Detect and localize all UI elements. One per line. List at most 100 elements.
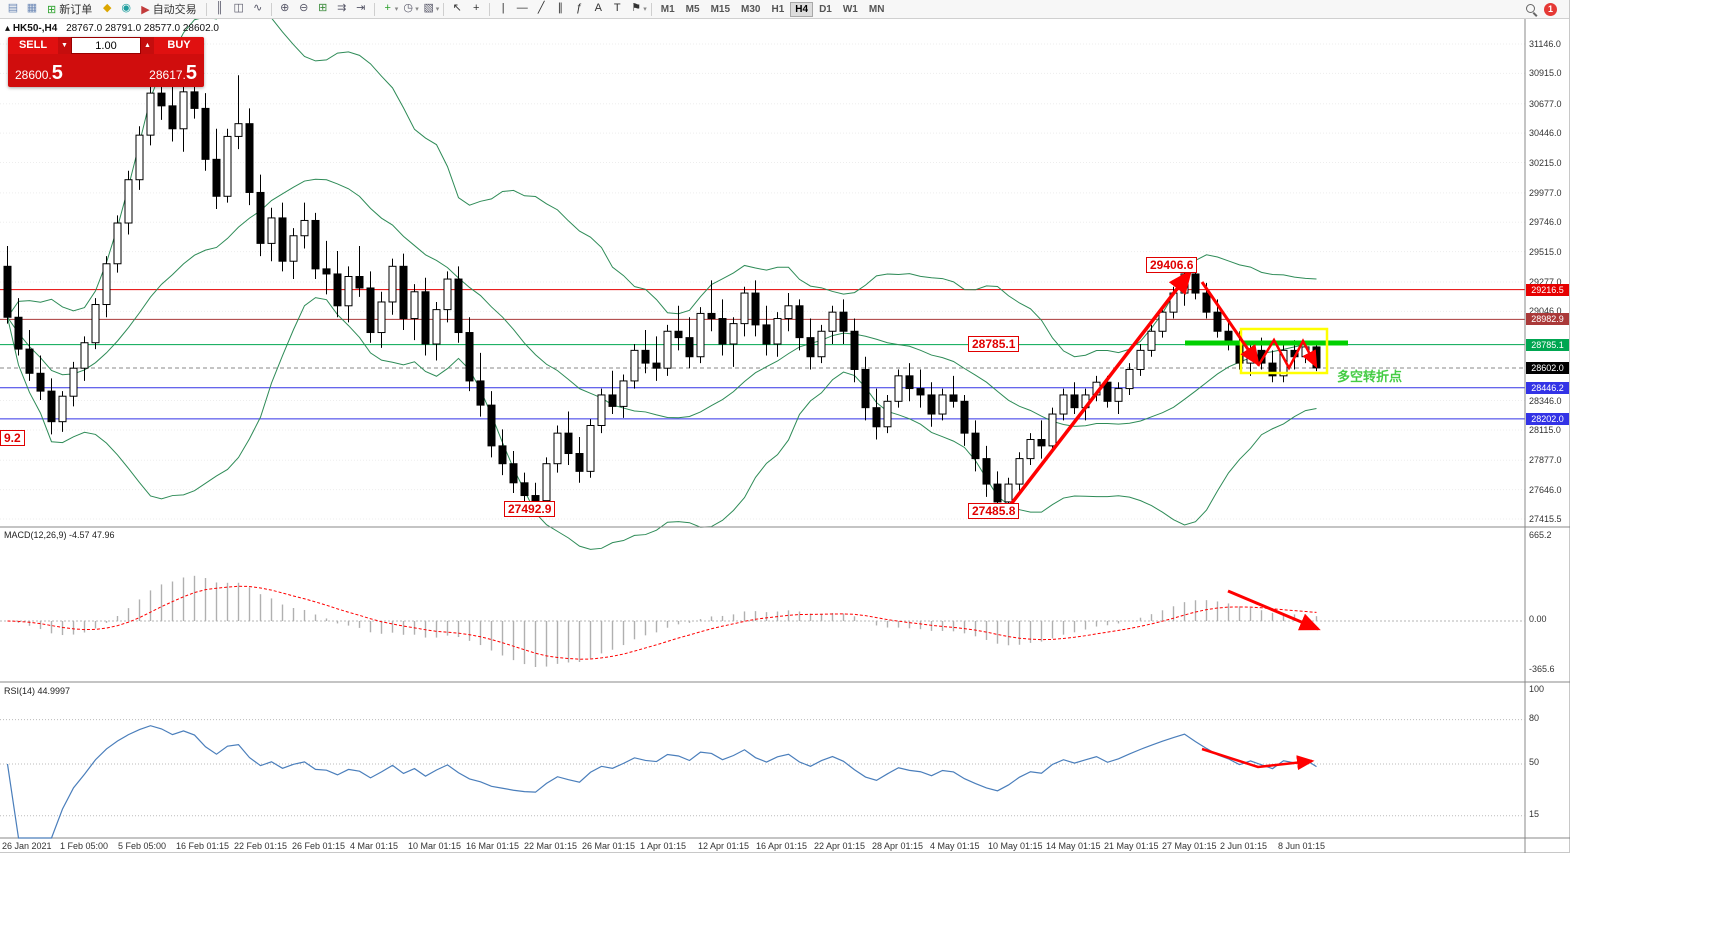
volume-increase-button[interactable]: ▲ [141,37,154,54]
turning-point-label: 多空转折点 [1337,369,1403,384]
sell-price-main: 28600. [15,68,52,82]
market-watch-icon[interactable]: ◉ [121,2,132,14]
price-level-label: 28446.2 [1526,381,1569,394]
date-label: 12 Apr 01:15 [698,841,750,851]
time-axis[interactable]: 26 Jan 2021 1 Feb 05:00 5 Feb 05:00 16 Feb … [0,839,1525,853]
price-annotation[interactable]: 27492.9 [504,501,556,517]
trade-panel-price-row: 28600.5 28617.5 [8,54,204,87]
zoom-out-icon[interactable]: ⊖ [299,2,309,14]
search-icon[interactable] [1525,3,1538,16]
date-label: 16 Apr 01:15 [756,841,808,851]
timeframe-m15[interactable]: M15 [710,3,731,15]
sell-price-big-digit: 5 [51,62,63,84]
toolbar: ▤ ▦ ⊞ 新订单 ◆ ◉ ▶ 自动交易 ║ ◫ ∿ ⊕ ⊖ ⊞ ⇉ ⇥ + ▾ ◷ ▾ ▧ ▾ ↖ + | ― ╱ ∥ ƒ A T ⚑ ▾ M1… [0,0,1569,19]
chart-shift-icon[interactable]: ⇥ [356,2,366,14]
indicator-scale-label: 665.2 [1529,530,1552,540]
date-label: 21 May 01:15 [1104,841,1159,851]
sell-price[interactable]: 28600.5 [15,63,63,84]
price-tick-label: 30915.0 [1529,68,1562,79]
toolbar-separator [489,2,491,16]
mt4-web-terminal: ▤ ▦ ⊞ 新订单 ◆ ◉ ▶ 自动交易 ║ ◫ ∿ ⊕ ⊖ ⊞ ⇉ ⇥ + ▾ ◷ ▾ ▧ ▾ ↖ + | ― ╱ ∥ ƒ A T ⚑ ▾ M1… [0,0,1570,853]
cursor-icon[interactable]: ↖ [452,2,462,14]
price-annotation[interactable]: 9.2 [0,430,25,446]
line-chart-icon[interactable]: ∿ [253,2,263,14]
buy-price-main: 28617. [149,68,186,82]
price-tick-label: 28346.0 [1529,395,1562,406]
crosshair-icon[interactable]: + [473,2,480,14]
indicators-icon[interactable]: + [384,2,391,14]
price-tick-label: 30215.0 [1529,157,1562,168]
date-label: 5 Feb 05:00 [118,841,167,851]
buy-button[interactable]: BUY [154,37,204,54]
volume-input[interactable] [71,37,141,54]
chart-canvas[interactable] [0,0,1570,853]
date-label: 26 Mar 01:15 [582,841,636,851]
toolbar-separator [650,2,652,16]
timeframe-m1[interactable]: M1 [660,3,675,15]
buy-price[interactable]: 28617.5 [149,63,197,84]
tile-windows-icon[interactable]: ⊞ [318,2,328,14]
timeframe-w1[interactable]: W1 [842,3,858,15]
price-tick-label: 29515.0 [1529,246,1562,257]
date-label: 10 May 01:15 [988,841,1043,851]
price-tick-label: 30677.0 [1529,98,1562,109]
price-annotation[interactable]: 27485.8 [968,503,1020,519]
price-tick-label: 29977.0 [1529,187,1562,198]
metaeditor-icon[interactable]: ◆ [102,2,112,14]
equidistant-channel-icon[interactable]: ∥ [557,2,563,14]
dropdown-arrow-icon: ▾ [643,6,647,13]
bar-chart-icon[interactable]: ║ [215,2,224,14]
date-label: 27 May 01:15 [1162,841,1217,851]
date-label: 1 Apr 01:15 [640,841,687,851]
price-annotation[interactable]: 29406.6 [1146,257,1198,273]
autotrade-button[interactable]: ▶ 自动交易 [136,1,201,17]
timeframe-d1[interactable]: D1 [819,3,832,15]
text-label-icon[interactable]: T [613,2,621,14]
notification-badge[interactable]: 1 [1544,2,1557,16]
timeframe-mn[interactable]: MN [868,3,885,15]
price-level-label: 29216.5 [1526,283,1569,296]
date-label: 14 May 01:15 [1046,841,1101,851]
price-tick-label: 30446.0 [1529,128,1562,139]
timeframe-m5[interactable]: M5 [685,3,700,15]
timeframe-m30[interactable]: M30 [741,3,761,15]
price-annotation[interactable]: 28785.1 [968,336,1020,352]
timeframe-h1[interactable]: H1 [771,3,785,15]
periods-clock-icon[interactable]: ◷ [403,2,413,14]
vertical-line-icon[interactable]: | [501,2,505,14]
trendline-icon[interactable]: ╱ [537,2,545,14]
chart-ohlc-values: 28767.0 28791.0 28577.0 28602.0 [66,23,219,34]
date-label: 26 Jan 2021 [2,841,52,851]
date-label: 1 Feb 05:00 [60,841,109,851]
price-axis[interactable]: 31146.0 30915.0 30677.0 30446.0 30215.0 29977… [1525,0,1570,853]
date-label: 4 May 01:15 [930,841,980,851]
toolbar-separator [270,2,272,16]
profile-windows-icon[interactable]: ▦ [26,2,38,14]
one-click-trading-panel: SELL ▼ ▲ BUY 28600.5 28617.5 [8,37,204,87]
zoom-in-icon[interactable]: ⊕ [280,2,290,14]
horizontal-line-icon[interactable]: ― [516,2,528,14]
price-tick-label: 31146.0 [1529,38,1561,49]
price-level-label: 28982.9 [1526,313,1569,326]
price-tick-label: 29746.0 [1529,217,1562,228]
new-order-button[interactable]: ⊞ 新订单 [42,1,97,17]
trade-panel-top-row: SELL ▼ ▲ BUY [8,37,204,54]
volume-decrease-button[interactable]: ▼ [58,37,71,54]
rsi-indicator-label: RSI(14) 44.9997 [4,686,71,696]
dropdown-arrow-icon: ▾ [435,6,440,13]
auto-scroll-icon[interactable]: ⇉ [337,2,347,14]
fibonacci-icon[interactable]: ƒ [576,2,583,14]
date-label: 22 Apr 01:15 [814,841,866,851]
timeframe-h4[interactable]: H4 [790,1,814,17]
new-order-button-icon: ⊞ [47,3,57,16]
date-label: 10 Mar 01:15 [408,841,462,851]
toolbar-separator [373,2,375,16]
sell-button[interactable]: SELL [8,37,58,54]
indicator-scale-label: 80 [1529,713,1540,723]
price-level-label: 28202.0 [1526,412,1569,425]
candlestick-chart-icon[interactable]: ◫ [233,2,244,14]
new-chart-icon[interactable]: ▤ [7,2,19,14]
shapes-arrows-icon[interactable]: ⚑ [631,2,642,14]
text-icon[interactable]: A [594,2,602,14]
templates-icon[interactable]: ▧ [423,2,434,14]
